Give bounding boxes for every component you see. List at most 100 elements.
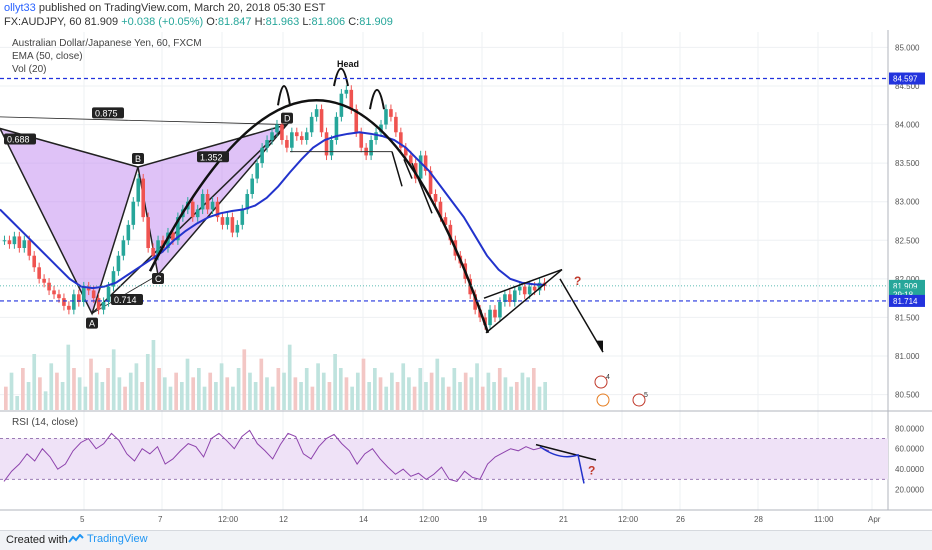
volume-bar xyxy=(83,386,88,410)
rsi-projection-line xyxy=(539,446,585,484)
candle-body xyxy=(324,132,329,156)
volume-bar xyxy=(185,358,190,410)
candle-body xyxy=(379,124,383,133)
left-shoulder-cap xyxy=(277,85,291,106)
candle-body xyxy=(27,240,32,256)
candle-body xyxy=(166,232,170,248)
volume-bar xyxy=(350,386,354,410)
volume-bar xyxy=(412,386,417,410)
candle-body xyxy=(47,282,51,291)
candle-body xyxy=(344,89,349,94)
candle-body xyxy=(512,290,517,302)
candle-body xyxy=(171,232,175,241)
legend-volume[interactable]: Vol (20) xyxy=(12,64,47,75)
candle-body xyxy=(329,140,334,156)
chart-canvas[interactable]: Head A B C D 0.688 0.875 1.352 0.714? 4 5 85.000 84.… xyxy=(0,30,932,530)
volume-bar xyxy=(179,382,184,410)
author-link[interactable]: ollyt33 xyxy=(4,2,36,14)
candle-body xyxy=(106,286,111,302)
volume-bar xyxy=(100,382,105,410)
pattern-xd-ratio-line xyxy=(0,116,288,125)
event-flag-icon xyxy=(594,375,608,389)
ratio-label: 0.688 xyxy=(7,135,30,145)
ema-50-line xyxy=(0,131,546,290)
price-badge-label: 81.909 xyxy=(893,282,918,291)
volume-bar xyxy=(21,368,25,410)
legend-ema[interactable]: EMA (50, close) xyxy=(12,51,83,62)
created-with-label: Created with xyxy=(6,534,68,546)
rsi-tick-label: 60.0000 xyxy=(895,445,924,454)
candle-body xyxy=(319,109,324,133)
candle-body xyxy=(384,109,388,125)
candle-body xyxy=(91,290,96,299)
high-label: H: xyxy=(254,16,266,28)
candle-body xyxy=(245,194,250,210)
candle-body xyxy=(473,294,477,310)
candle-body xyxy=(299,136,304,140)
volume-bar xyxy=(15,396,20,410)
volume-bar xyxy=(197,368,201,410)
pattern-point-badge xyxy=(132,153,144,164)
candle-body xyxy=(423,155,428,171)
candle-body xyxy=(488,309,492,326)
candle-body xyxy=(156,240,160,256)
volume-bar xyxy=(276,368,281,410)
volume-bar xyxy=(509,386,513,410)
candle-body xyxy=(359,132,364,148)
volume-bar xyxy=(537,386,542,410)
candle-body xyxy=(374,132,378,140)
volume-bar xyxy=(111,349,116,410)
candle-body xyxy=(235,224,240,233)
candle-body xyxy=(195,209,200,218)
legend-title: Australian Dollar/Japanese Yen, 60, FXCM xyxy=(12,38,202,49)
volume-bar xyxy=(338,368,343,410)
volume-bar xyxy=(293,377,298,410)
candle-body xyxy=(443,217,448,225)
time-tick-label: 12:00 xyxy=(618,515,639,524)
volume-bar xyxy=(384,386,389,410)
time-tick-label: 19 xyxy=(478,515,487,524)
candle-body xyxy=(2,240,7,242)
candle-body xyxy=(190,201,195,218)
candle-body xyxy=(354,109,359,133)
candle-body xyxy=(418,155,423,179)
ratio-badge xyxy=(197,151,229,163)
candle-body xyxy=(349,89,354,110)
volume-bar xyxy=(401,363,406,410)
volume-bar xyxy=(162,377,167,410)
volume-bar xyxy=(424,382,428,410)
legend-rsi[interactable]: RSI (14, close) xyxy=(12,417,79,428)
time-tick-label: 5 xyxy=(80,515,85,524)
price-tick-label: 80.500 xyxy=(895,391,920,400)
volume-bar xyxy=(151,340,156,410)
tradingview-brand[interactable]: TradingView xyxy=(68,533,148,545)
open-value: 81.847 xyxy=(217,16,252,28)
candle-body xyxy=(448,224,453,241)
pattern-point-a: A xyxy=(89,319,95,329)
time-tick-label: 21 xyxy=(559,515,568,524)
candle-body xyxy=(527,286,532,295)
candle-body xyxy=(255,163,259,179)
pattern-ad-line xyxy=(91,124,288,315)
volume-bar xyxy=(134,363,139,410)
candle-body xyxy=(215,201,220,218)
candle-body xyxy=(270,132,274,140)
candle-body xyxy=(265,140,269,148)
volume-bar xyxy=(242,349,247,410)
time-tick-label: 12 xyxy=(279,515,288,524)
volume-bar xyxy=(219,363,224,410)
ratio-badge xyxy=(92,107,124,119)
candle-body xyxy=(433,194,438,202)
volume-bar xyxy=(128,372,133,410)
candle-body xyxy=(57,294,61,299)
head-label: Head xyxy=(337,59,359,69)
time-tick-label: 26 xyxy=(676,515,685,524)
volume-bar xyxy=(265,377,269,410)
candle-body xyxy=(220,217,225,225)
candle-body xyxy=(290,132,294,148)
chart-area[interactable]: Head A B C D 0.688 0.875 1.352 0.714? 4 5 85.000 84.… xyxy=(0,30,932,530)
candle-body xyxy=(537,282,542,291)
candle-body xyxy=(389,109,393,117)
pattern-point-badge xyxy=(152,273,164,284)
volume-bar xyxy=(77,377,82,410)
